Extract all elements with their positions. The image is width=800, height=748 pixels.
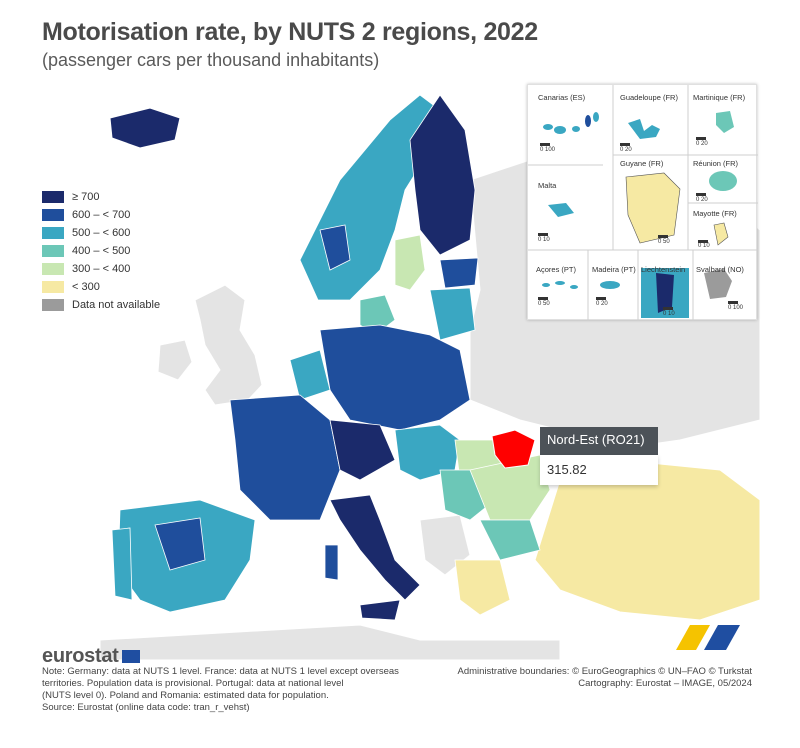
inset-label-svalbard: Svalbard (NO)	[696, 265, 744, 274]
footnote: Note: Germany: data at NUTS 1 level. Fra…	[42, 666, 422, 714]
tooltip-region-name: Nord-Est (RO21)	[540, 427, 658, 455]
inset-label-malta: Malta	[538, 181, 557, 190]
legend-item: 500 – < 600	[42, 224, 160, 241]
inset-label-liechtenstein: Liechtenstein	[641, 265, 686, 274]
region-tooltip: Nord-Est (RO21) 315.82	[540, 427, 658, 485]
brand-name: eurostat	[42, 645, 119, 667]
inset-label-martinique: Martinique (FR)	[693, 93, 746, 102]
tooltip-value: 315.82	[540, 455, 658, 485]
inset-label-reunion: Réunion (FR)	[693, 159, 739, 168]
southeast-regions	[454, 454, 551, 616]
inset-label-madeira: Madeira (PT)	[592, 265, 636, 274]
scale-label-mayotte: 0 10	[698, 243, 710, 249]
scale-label-svalbard: 0 100	[728, 305, 744, 311]
legend-item: < 300	[42, 278, 160, 295]
legend-label: 300 – < 400	[72, 262, 131, 275]
nordic-regions	[299, 94, 479, 341]
scale-label-martinique: 0 20	[696, 141, 708, 147]
legend-item: ≥ 700	[42, 188, 160, 205]
credits: Administrative boundaries: © EuroGeograp…	[457, 666, 752, 690]
inset-label-guadeloupe: Guadeloupe (FR)	[620, 93, 678, 102]
legend-item: 300 – < 400	[42, 260, 160, 277]
eurostat-logo: eurostat	[42, 645, 140, 668]
scale-label-malta: 0 10	[538, 237, 550, 243]
scale-label-reunion: 0 20	[696, 197, 708, 203]
footnote-line: Note: Germany: data at NUTS 1 level. Fra…	[42, 666, 399, 677]
inset-label-acores: Açores (PT)	[536, 265, 577, 274]
scale-label-guyane: 0 50	[658, 239, 670, 245]
legend-swatch	[42, 226, 64, 239]
footnote-line: (NUTS level 0). Poland and Romania: esti…	[42, 690, 329, 701]
legend-swatch	[42, 208, 64, 221]
source-line: Source: Eurostat (online data code: tran…	[42, 702, 250, 713]
legend-swatch	[42, 262, 64, 275]
legend-label: 400 – < 500	[72, 244, 131, 257]
decorative-stripes	[676, 625, 740, 650]
inset-maps-artwork	[528, 85, 758, 321]
iberia-regions	[111, 499, 256, 613]
credits-line: Cartography: Eurostat – IMAGE, 05/2024	[578, 678, 752, 689]
legend: ≥ 700 600 – < 700 500 – < 600 400 – < 50…	[42, 188, 160, 314]
legend-item: 600 – < 700	[42, 206, 160, 223]
legend-label: 500 – < 600	[72, 226, 131, 239]
legend-label: ≥ 700	[72, 190, 100, 203]
page-subtitle: (passenger cars per thousand inhabitants…	[42, 50, 380, 70]
scale-label-acores: 0 50	[538, 301, 550, 307]
page-title: Motorisation rate, by NUTS 2 regions, 20…	[42, 18, 538, 46]
credits-line: Administrative boundaries: © EuroGeograp…	[457, 666, 752, 677]
scale-label-guadeloupe: 0 20	[620, 147, 632, 153]
central-regions	[229, 324, 511, 521]
non-eu-land	[99, 107, 761, 661]
legend-item: 400 – < 500	[42, 242, 160, 259]
inset-label-mayotte: Mayotte (FR)	[693, 209, 737, 218]
legend-swatch	[42, 244, 64, 257]
legend-swatch	[42, 280, 64, 293]
scale-label-canarias: 0 100	[540, 147, 556, 153]
legend-item: Data not available	[42, 296, 160, 313]
highlighted-region-ro21[interactable]	[491, 429, 536, 469]
italy-regions	[324, 494, 421, 621]
scale-label-madeira: 0 20	[596, 301, 608, 307]
legend-label: < 300	[72, 280, 100, 293]
legend-swatch	[42, 298, 64, 311]
legend-label: 600 – < 700	[72, 208, 131, 221]
legend-label: Data not available	[72, 298, 161, 311]
footnote-line: territories. Population data is provisio…	[42, 678, 344, 689]
inset-maps-panel: Canarias (ES) Guadeloupe (FR) Martinique…	[527, 84, 758, 321]
scale-label-liechtenstein: 0 10	[663, 311, 675, 317]
eu-flag-icon	[121, 650, 140, 663]
inset-label-canarias: Canarias (ES)	[538, 93, 586, 102]
legend-swatch	[42, 190, 64, 203]
inset-label-guyane: Guyane (FR)	[620, 159, 664, 168]
